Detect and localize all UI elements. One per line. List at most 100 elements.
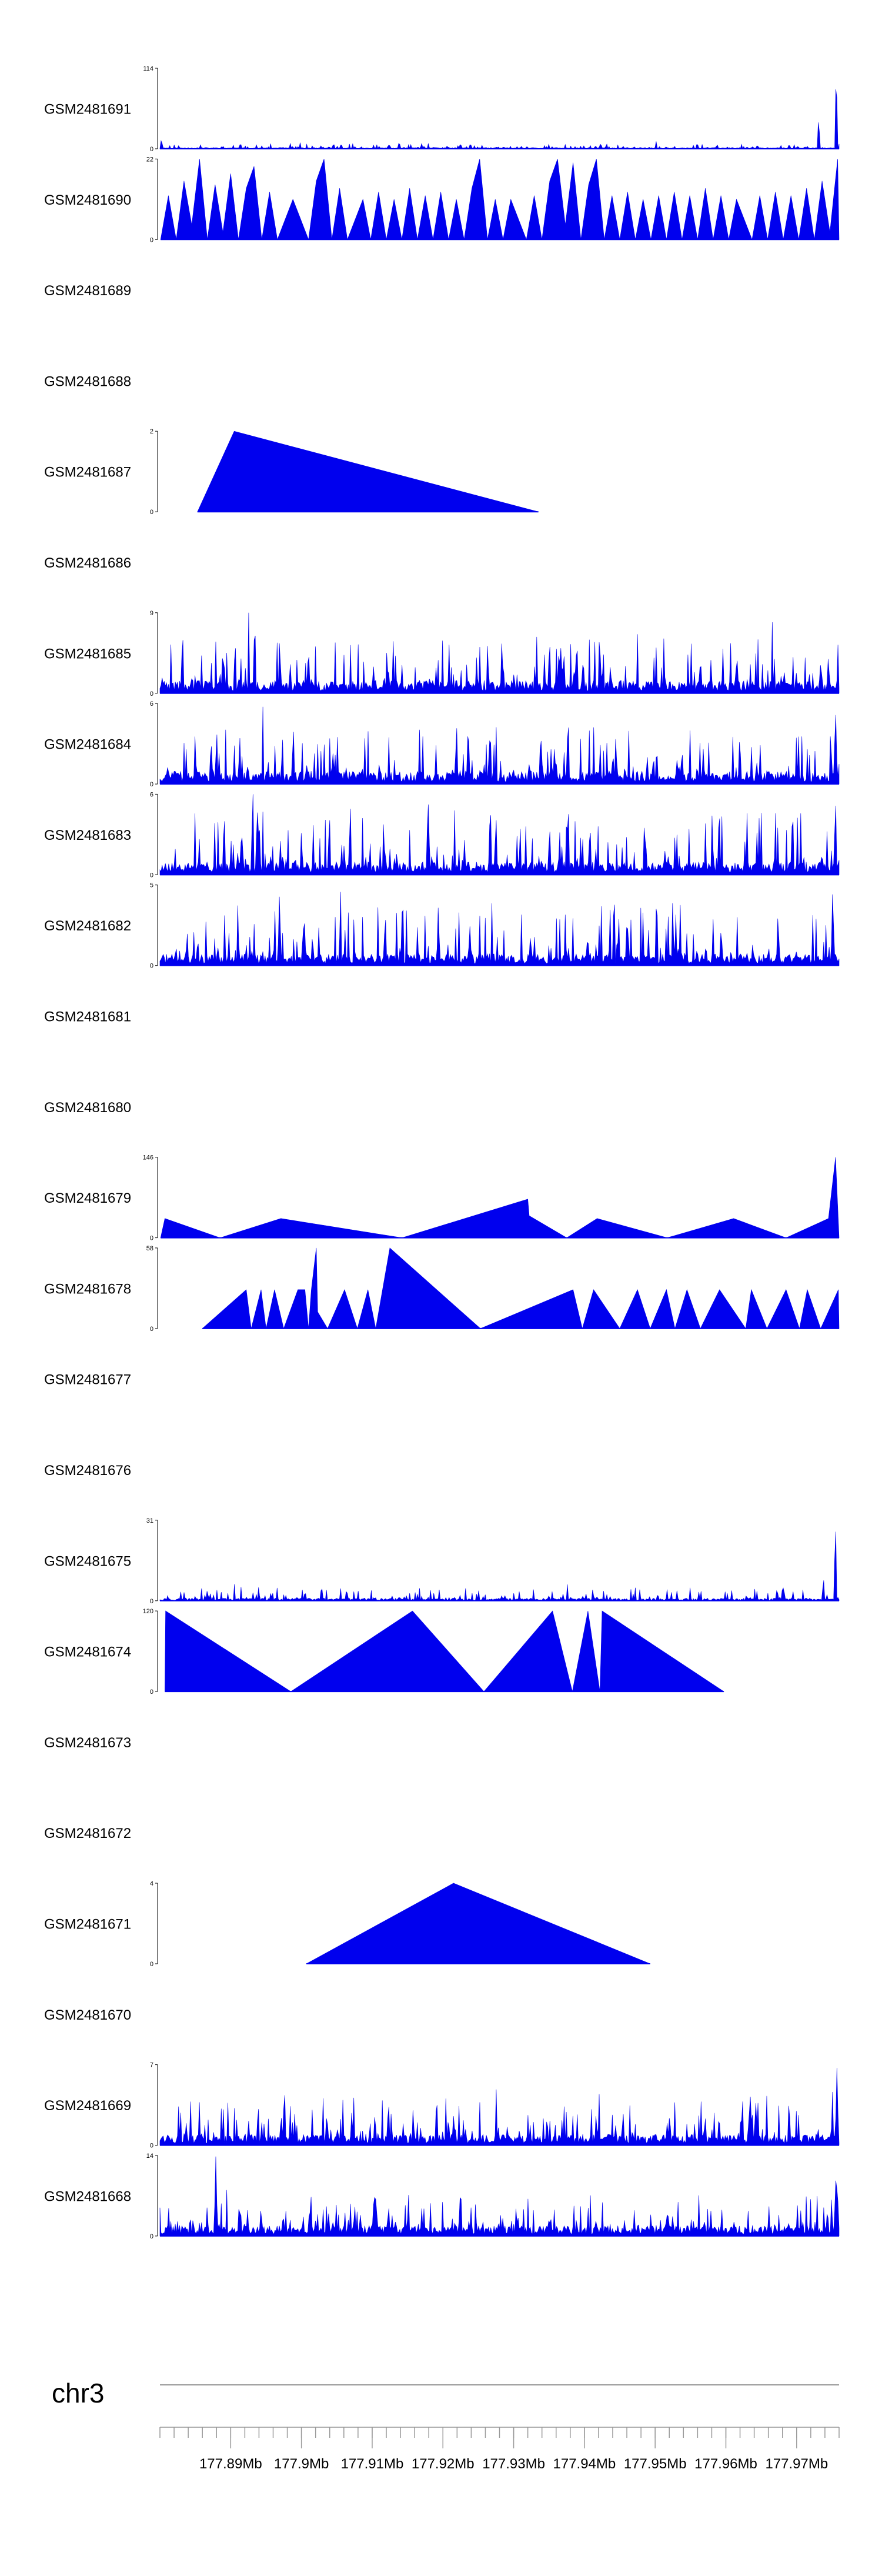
signal-area [197, 431, 539, 512]
track-label: GSM2481668 [44, 2188, 131, 2204]
y-min-label: 0 [150, 236, 153, 243]
signal-area [159, 794, 840, 875]
signal-area [160, 159, 840, 241]
y-min-label: 0 [150, 1598, 153, 1605]
track-label: GSM2481678 [44, 1281, 131, 1297]
y-min-label: 0 [150, 872, 153, 879]
y-max-label: 9 [150, 610, 153, 617]
y-max-label: 6 [150, 700, 153, 708]
track-GSM2481686: GSM2481686 [44, 555, 131, 571]
track-label: GSM2481673 [44, 1735, 131, 1751]
track-GSM2481681: GSM2481681 [44, 1009, 131, 1025]
track-GSM2481670: GSM2481670 [44, 2007, 131, 2023]
chromosome-label: chr3 [52, 2378, 104, 2408]
y-min-label: 0 [150, 1235, 153, 1242]
track-label: GSM2481684 [44, 737, 131, 753]
track-label: GSM2481675 [44, 1553, 131, 1569]
track-GSM2481684: GSM2481684 6 0 [44, 700, 840, 788]
track-label: GSM2481685 [44, 646, 131, 662]
signal-area [159, 892, 840, 966]
track-GSM2481689: GSM2481689 [44, 283, 131, 299]
minor-ticks [159, 2427, 840, 2438]
track-GSM2481682: GSM2481682 5 0 [44, 882, 840, 970]
y-max-label: 114 [143, 65, 153, 72]
track-GSM2481669: GSM2481669 7 0 [44, 2062, 840, 2150]
track-GSM2481683: GSM2481683 6 0 [44, 791, 840, 879]
track-GSM2481677: GSM2481677 [44, 1372, 131, 1388]
track-GSM2481675: GSM2481675 31 0 [44, 1517, 840, 1605]
track-label: GSM2481672 [44, 1826, 131, 1841]
y-min-label: 0 [150, 2233, 153, 2240]
signal-area [165, 1610, 724, 1692]
track-label: GSM2481687 [44, 465, 131, 481]
track-label: GSM2481679 [44, 1190, 131, 1206]
track-label: GSM2481688 [44, 373, 131, 389]
signal-area [159, 2156, 840, 2237]
signal-area [159, 1531, 840, 1601]
y-min-label: 0 [150, 509, 153, 516]
track-label: GSM2481689 [44, 283, 131, 299]
tick-label: 177.97Mb [765, 2456, 828, 2472]
y-max-label: 120 [143, 1608, 153, 1615]
y-min-label: 0 [150, 1689, 153, 1696]
track-GSM2481691: GSM2481691 114 0 [44, 65, 840, 153]
track-label: GSM2481691 [44, 102, 131, 118]
track-label: GSM2481683 [44, 827, 131, 843]
signal-area [159, 612, 840, 694]
track-label: GSM2481676 [44, 1463, 131, 1479]
y-max-label: 5 [150, 882, 153, 889]
track-label: GSM2481674 [44, 1644, 131, 1660]
track-label: GSM2481686 [44, 555, 131, 571]
y-max-label: 146 [143, 1154, 153, 1162]
track-GSM2481685: GSM2481685 9 0 [44, 610, 840, 698]
y-min-label: 0 [150, 146, 153, 153]
track-GSM2481668: GSM2481668 14 0 [44, 2153, 840, 2240]
track-label: GSM2481677 [44, 1372, 131, 1388]
y-min-label: 0 [150, 690, 153, 698]
track-GSM2481671: GSM2481671 4 0 [44, 1880, 650, 1968]
y-min-label: 0 [150, 1326, 153, 1333]
track-GSM2481672: GSM2481672 [44, 1826, 131, 1841]
y-min-label: 0 [150, 2143, 153, 2150]
signal-area [160, 1157, 840, 1238]
genome-axis: 177.89Mb 177.9Mb 177.91Mb 177.92Mb 177.93Mb 1… [52, 2378, 840, 2472]
track-GSM2481678: GSM2481678 58 0 [44, 1245, 840, 1333]
track-GSM2481688: GSM2481688 [44, 373, 131, 389]
tick-label: 177.96Mb [694, 2456, 757, 2472]
track-label: GSM2481690 [44, 192, 131, 208]
signal-area [159, 706, 840, 785]
y-max-label: 58 [146, 1245, 153, 1252]
tick-label: 177.95Mb [624, 2456, 687, 2472]
y-max-label: 7 [150, 2062, 153, 2069]
tick-label: 177.91Mb [341, 2456, 404, 2472]
y-max-label: 22 [146, 156, 153, 163]
major-ticks: 177.89Mb 177.9Mb 177.91Mb 177.92Mb 177.93Mb 1… [199, 2427, 828, 2472]
track-GSM2481687: GSM2481687 2 0 [44, 428, 539, 516]
track-GSM2481679: GSM2481679 146 0 [44, 1154, 840, 1242]
y-max-label: 2 [150, 428, 153, 435]
signal-area [202, 1247, 840, 1330]
tick-label: 177.89Mb [199, 2456, 262, 2472]
tick-label: 177.93Mb [482, 2456, 545, 2472]
y-min-label: 0 [150, 1961, 153, 1968]
tick-label: 177.9Mb [274, 2456, 329, 2472]
track-GSM2481690: GSM2481690 22 0 [44, 156, 840, 243]
signal-area [306, 1883, 650, 1964]
track-label: GSM2481680 [44, 1100, 131, 1116]
y-max-label: 14 [146, 2153, 153, 2160]
track-GSM2481680: GSM2481680 [44, 1100, 131, 1116]
signal-area [159, 2067, 840, 2145]
y-max-label: 31 [146, 1517, 153, 1524]
track-GSM2481673: GSM2481673 [44, 1735, 131, 1751]
y-min-label: 0 [150, 781, 153, 788]
track-label: GSM2481681 [44, 1009, 131, 1025]
track-label: GSM2481682 [44, 918, 131, 934]
signal-area [159, 89, 840, 149]
y-max-label: 4 [150, 1880, 153, 1887]
tick-label: 177.94Mb [553, 2456, 616, 2472]
tick-label: 177.92Mb [412, 2456, 475, 2472]
y-min-label: 0 [150, 963, 153, 970]
track-GSM2481674: GSM2481674 120 0 [44, 1608, 724, 1696]
y-max-label: 6 [150, 791, 153, 798]
